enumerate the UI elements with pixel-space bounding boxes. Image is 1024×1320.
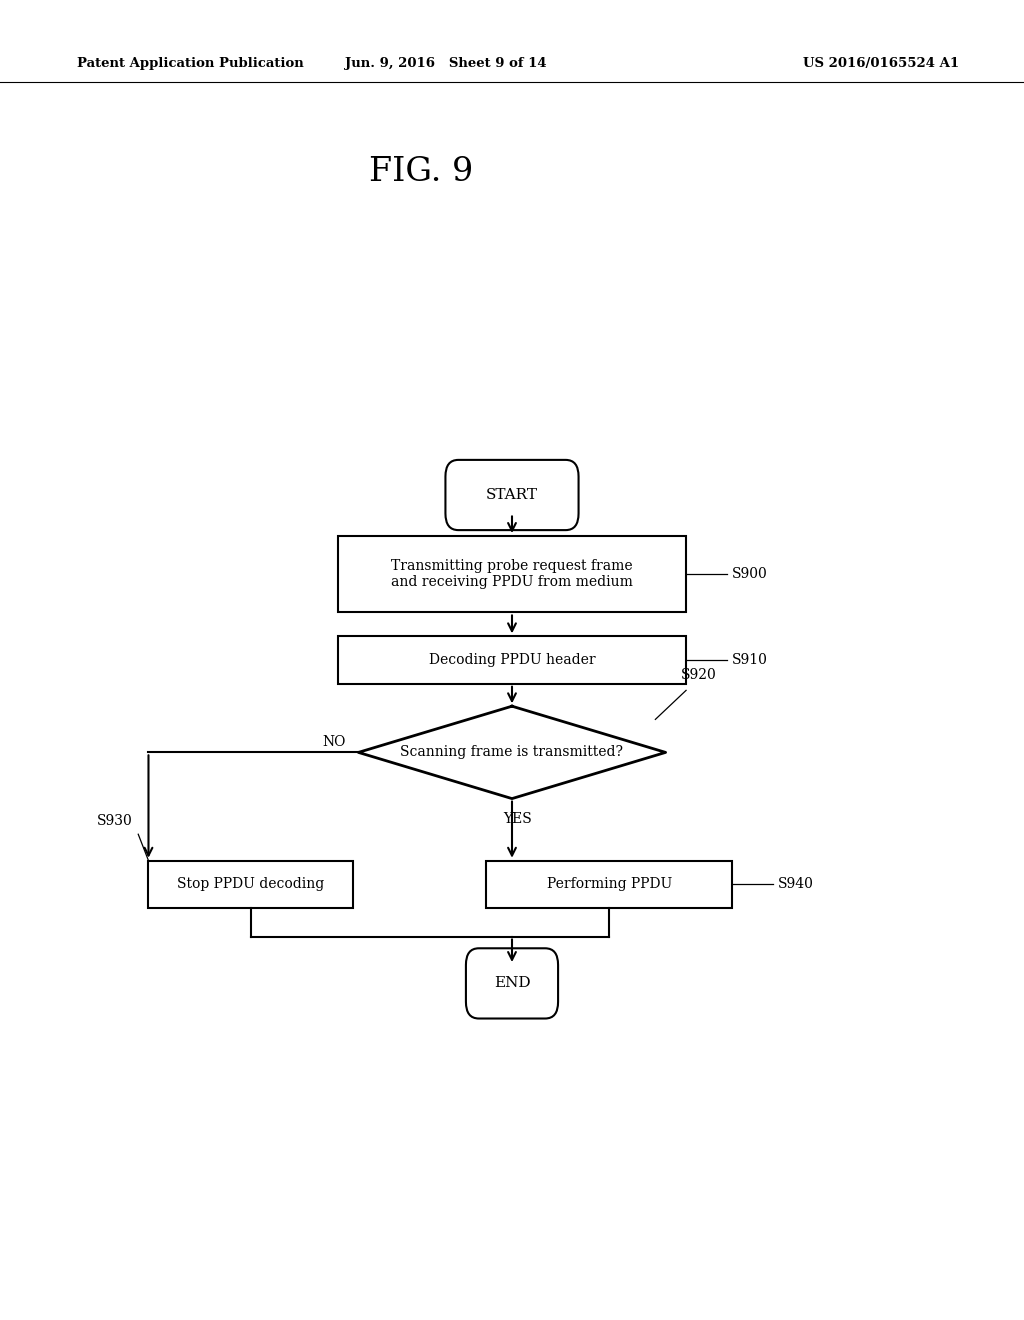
Bar bbox=[338, 636, 686, 684]
Text: Scanning frame is transmitted?: Scanning frame is transmitted? bbox=[400, 746, 624, 759]
FancyBboxPatch shape bbox=[445, 459, 579, 531]
Text: S920: S920 bbox=[681, 668, 717, 682]
Bar bbox=[486, 861, 732, 908]
Text: Decoding PPDU header: Decoding PPDU header bbox=[429, 653, 595, 667]
Text: NO: NO bbox=[323, 735, 346, 748]
Text: S910: S910 bbox=[732, 653, 768, 667]
Text: Performing PPDU: Performing PPDU bbox=[547, 878, 672, 891]
Text: S930: S930 bbox=[97, 813, 133, 828]
Bar bbox=[338, 536, 686, 612]
Text: S940: S940 bbox=[778, 878, 814, 891]
Text: Transmitting probe request frame
and receiving PPDU from medium: Transmitting probe request frame and rec… bbox=[391, 560, 633, 589]
Bar bbox=[148, 861, 353, 908]
Text: Patent Application Publication: Patent Application Publication bbox=[77, 57, 303, 70]
Text: S900: S900 bbox=[732, 568, 768, 581]
Text: YES: YES bbox=[503, 812, 531, 826]
FancyBboxPatch shape bbox=[466, 948, 558, 1019]
Text: Stop PPDU decoding: Stop PPDU decoding bbox=[177, 878, 325, 891]
Text: END: END bbox=[494, 977, 530, 990]
Text: US 2016/0165524 A1: US 2016/0165524 A1 bbox=[803, 57, 958, 70]
Text: START: START bbox=[486, 488, 538, 502]
Text: Jun. 9, 2016   Sheet 9 of 14: Jun. 9, 2016 Sheet 9 of 14 bbox=[345, 57, 546, 70]
Text: FIG. 9: FIG. 9 bbox=[369, 156, 473, 187]
Polygon shape bbox=[358, 706, 666, 799]
